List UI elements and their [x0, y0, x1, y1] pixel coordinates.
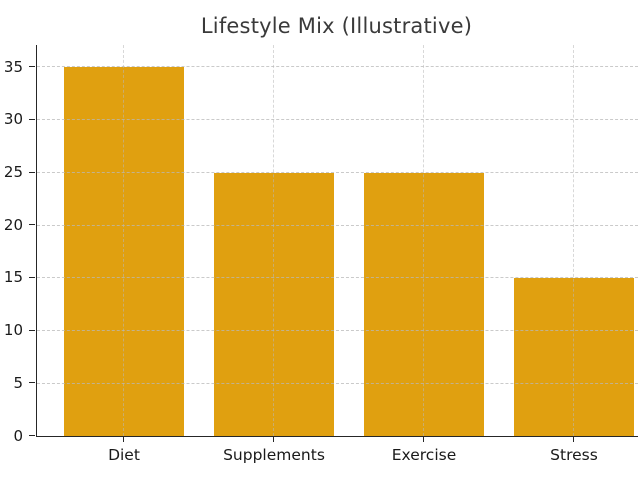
x-axis-category-label: Diet [108, 446, 140, 464]
horizontal-gridline [37, 224, 638, 226]
x-axis-tick [123, 436, 125, 442]
x-axis-tick [423, 436, 425, 442]
x-axis-tick [273, 436, 275, 442]
y-axis-tick-label: 15 [3, 268, 23, 287]
horizontal-gridline [37, 171, 638, 173]
vertical-gridline [123, 45, 125, 436]
y-axis-tick [29, 66, 35, 68]
vertical-gridline [573, 45, 575, 436]
y-axis-tick-label: 25 [3, 163, 23, 182]
y-axis-tick [29, 118, 35, 120]
x-axis-category-label: Stress [550, 446, 598, 464]
y-axis-tick [29, 435, 35, 437]
y-axis-tick-label: 0 [13, 426, 23, 445]
chart-title: Lifestyle Mix (Illustrative) [200, 14, 473, 38]
x-axis-category-label: Supplements [223, 446, 325, 464]
x-axis-category-label: Exercise [391, 446, 457, 464]
y-axis-tick-label: 10 [3, 321, 23, 340]
horizontal-gridline [37, 329, 638, 331]
y-axis-tick [29, 277, 35, 278]
horizontal-gridline [37, 66, 638, 68]
y-axis-tick-label: 20 [3, 215, 23, 234]
y-axis-tick [29, 224, 35, 226]
y-axis-tick [29, 382, 35, 384]
horizontal-gridline [37, 382, 638, 384]
plot-area: 0 5 10 15 20 25 30 35 Diet Supplements Exercise Str… [4, 45, 638, 463]
y-axis-tick-label: 35 [3, 57, 23, 76]
vertical-gridline [423, 45, 425, 436]
vertical-gridline [273, 45, 275, 436]
y-axis-tick [29, 171, 35, 173]
y-axis-tick-label: 5 [13, 373, 23, 392]
x-axis-tick [573, 436, 575, 442]
y-axis-tick-label: 30 [3, 110, 23, 129]
horizontal-gridline [37, 277, 638, 279]
y-axis-tick [29, 329, 35, 331]
horizontal-gridline [37, 119, 638, 121]
